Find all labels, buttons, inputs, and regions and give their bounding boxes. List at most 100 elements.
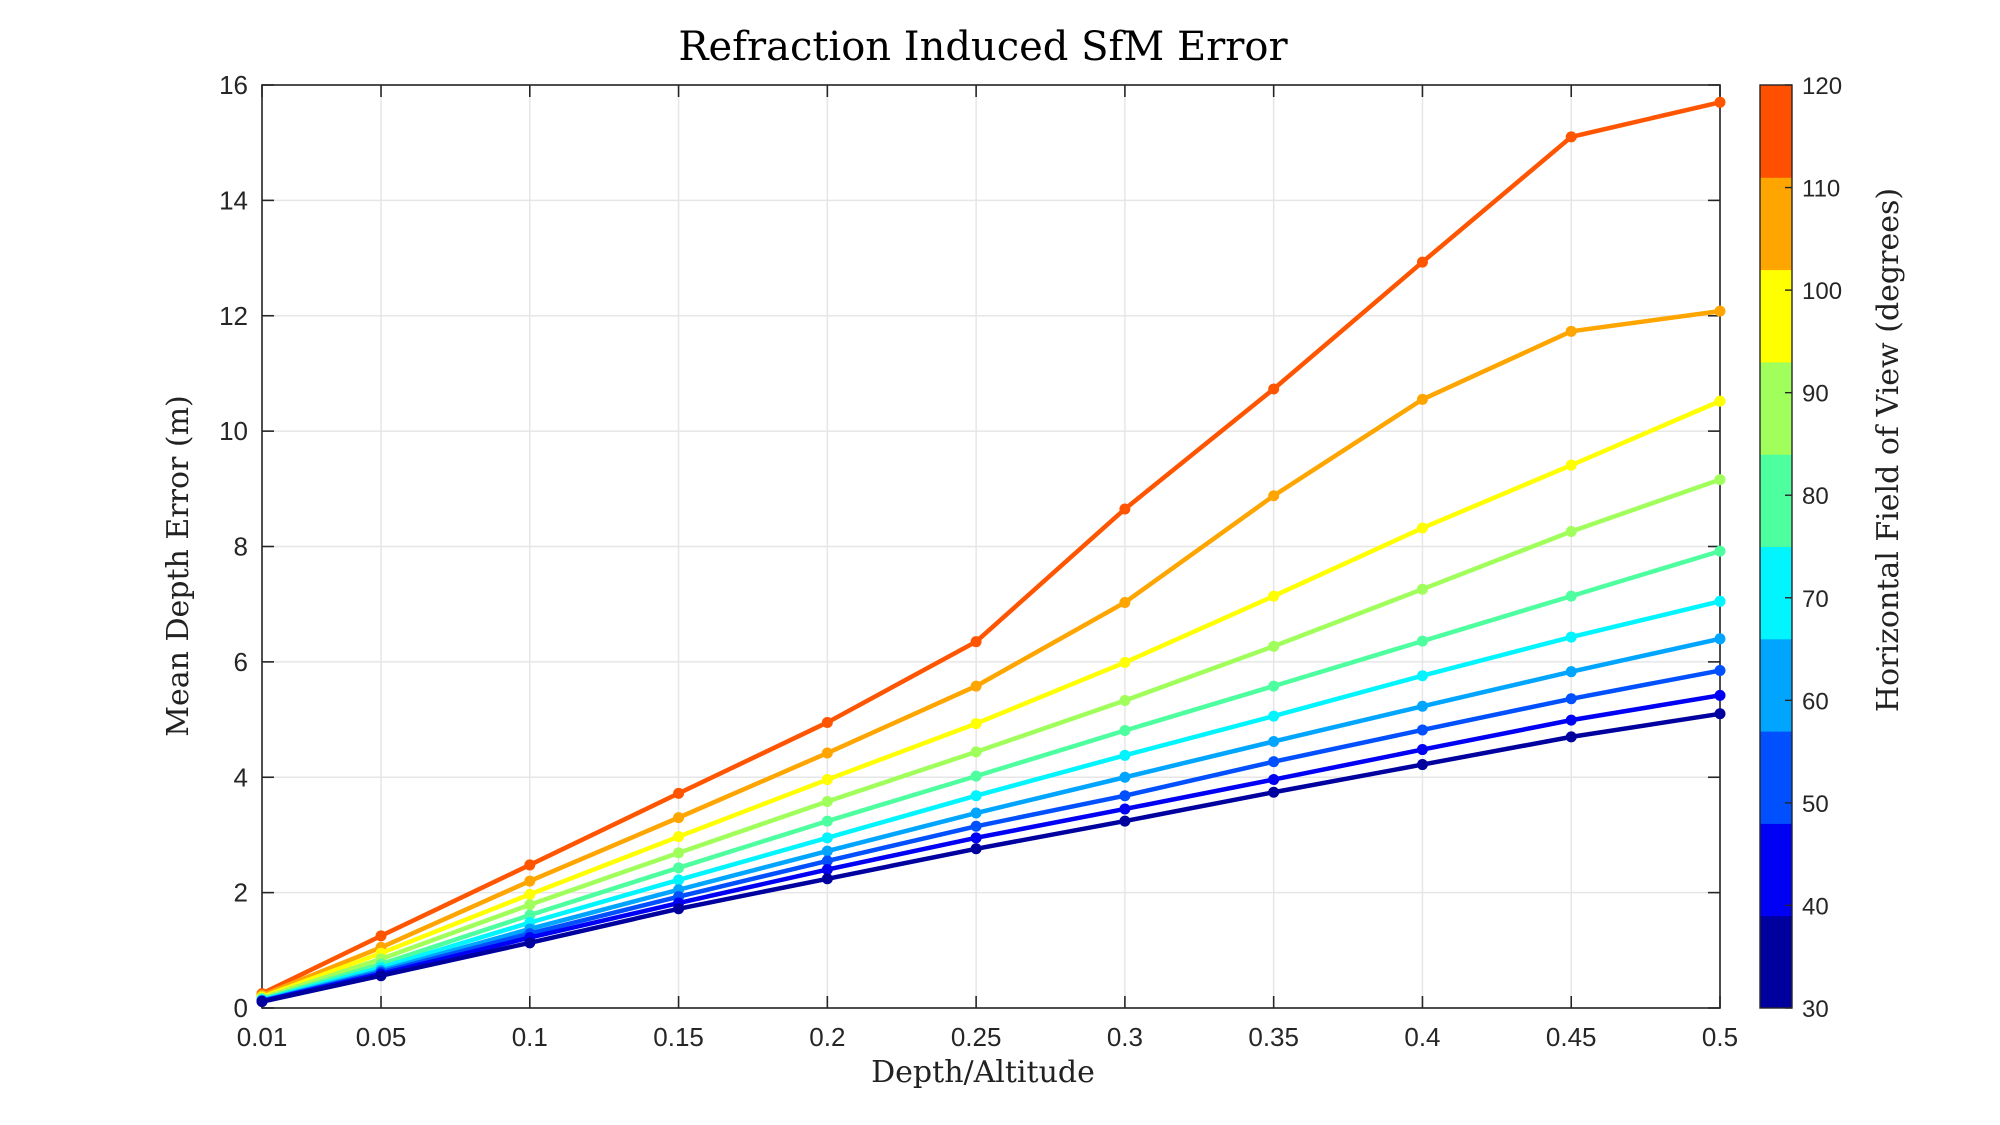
data-point-fov-80 xyxy=(821,815,833,827)
x-tick-label: 0.4 xyxy=(1404,1022,1440,1052)
data-point-fov-120 xyxy=(1119,503,1131,515)
x-tick-label: 0.05 xyxy=(356,1022,407,1052)
data-point-fov-120 xyxy=(1416,256,1428,268)
y-axis-label: Mean Depth Error (m) xyxy=(161,395,196,737)
data-point-fov-110 xyxy=(970,680,982,692)
data-point-fov-70 xyxy=(1416,670,1428,682)
data-point-fov-30 xyxy=(1714,708,1726,720)
data-point-fov-110 xyxy=(673,812,685,824)
y-tick-label: 2 xyxy=(234,878,248,908)
data-point-fov-100 xyxy=(970,718,982,730)
data-point-fov-40 xyxy=(1416,744,1428,756)
data-point-fov-90 xyxy=(970,746,982,758)
x-tick-label: 0.15 xyxy=(653,1022,704,1052)
data-point-fov-70 xyxy=(1565,631,1577,643)
data-point-fov-110 xyxy=(524,875,536,887)
x-tick-label: 0.35 xyxy=(1248,1022,1299,1052)
data-point-fov-120 xyxy=(375,930,387,942)
data-point-fov-30 xyxy=(1119,815,1131,827)
data-point-fov-50 xyxy=(821,855,833,867)
series-group xyxy=(256,96,1726,1008)
data-point-fov-90 xyxy=(1416,583,1428,595)
data-point-fov-70 xyxy=(1119,749,1131,761)
colorbar-band-0 xyxy=(1760,915,1792,1009)
colorbar-band-9 xyxy=(1760,85,1792,178)
data-point-fov-110 xyxy=(1119,596,1131,608)
x-tick-label: 0.2 xyxy=(809,1022,845,1052)
data-point-fov-100 xyxy=(1268,590,1280,602)
colorbar-tick-label: 30 xyxy=(1802,996,1829,1023)
data-point-fov-40 xyxy=(1268,774,1280,786)
colorbar-band-6 xyxy=(1760,361,1792,455)
x-tick-label: 0.45 xyxy=(1546,1022,1597,1052)
data-point-fov-90 xyxy=(1268,640,1280,652)
data-point-fov-110 xyxy=(821,747,833,759)
data-point-fov-30 xyxy=(1268,786,1280,798)
data-point-fov-60 xyxy=(1565,666,1577,678)
data-point-fov-80 xyxy=(970,770,982,782)
data-point-fov-50 xyxy=(1714,665,1726,677)
y-tick-label: 12 xyxy=(219,301,248,331)
grid xyxy=(261,84,1721,1009)
data-point-fov-110 xyxy=(1565,325,1577,337)
data-point-fov-80 xyxy=(1416,635,1428,647)
data-point-fov-100 xyxy=(1119,656,1131,668)
x-tick-label: 0.5 xyxy=(1702,1022,1738,1052)
y-tick-label: 0 xyxy=(234,993,248,1023)
x-tick-label: 0.1 xyxy=(512,1022,548,1052)
data-point-fov-110 xyxy=(1714,305,1726,317)
data-point-fov-50 xyxy=(1565,693,1577,705)
data-point-fov-80 xyxy=(1119,725,1131,737)
series-line-fov-70 xyxy=(259,599,1723,1003)
data-point-fov-40 xyxy=(1119,803,1131,815)
x-tick-label: 0.3 xyxy=(1107,1022,1143,1052)
data-point-fov-60 xyxy=(1268,735,1280,747)
y-tick-label: 14 xyxy=(219,185,248,215)
data-point-fov-70 xyxy=(970,790,982,802)
colorbar-tick-label: 90 xyxy=(1802,381,1829,408)
series-line-fov-90 xyxy=(259,477,1723,1001)
colorbar-tick-label: 100 xyxy=(1802,278,1842,305)
data-point-fov-100 xyxy=(524,888,536,900)
data-point-fov-120 xyxy=(524,859,536,871)
chart-title: Refraction Induced SfM Error xyxy=(678,24,1288,70)
data-point-fov-70 xyxy=(1268,710,1280,722)
data-point-fov-40 xyxy=(970,832,982,844)
data-point-fov-90 xyxy=(524,899,536,911)
colorbar-tick-label: 50 xyxy=(1802,791,1829,818)
x-tick-label: 0.01 xyxy=(237,1022,288,1052)
data-point-fov-120 xyxy=(970,636,982,648)
data-point-fov-50 xyxy=(970,820,982,832)
data-point-fov-50 xyxy=(1416,724,1428,736)
y-tick-label: 6 xyxy=(234,647,248,677)
data-point-fov-30 xyxy=(375,970,387,982)
data-point-fov-60 xyxy=(970,807,982,819)
data-point-fov-120 xyxy=(1714,96,1726,108)
colorbar-band-4 xyxy=(1760,546,1792,640)
data-point-fov-40 xyxy=(821,864,833,876)
data-point-fov-50 xyxy=(1119,790,1131,802)
data-point-fov-30 xyxy=(821,873,833,885)
data-point-fov-60 xyxy=(1714,633,1726,645)
series-line-fov-120 xyxy=(259,100,1723,996)
colorbar-tick-label: 120 xyxy=(1802,73,1842,100)
x-axis-label: Depth/Altitude xyxy=(871,1055,1095,1090)
data-point-fov-80 xyxy=(1565,590,1577,602)
colorbar-tick-label: 40 xyxy=(1802,893,1829,920)
y-tick-label: 16 xyxy=(219,70,248,100)
data-point-fov-120 xyxy=(673,787,685,799)
data-point-fov-70 xyxy=(821,832,833,844)
data-point-fov-30 xyxy=(524,937,536,949)
data-point-fov-30 xyxy=(1416,759,1428,771)
colorbar-tick-label: 60 xyxy=(1802,688,1829,715)
data-point-fov-40 xyxy=(1714,689,1726,701)
data-point-fov-80 xyxy=(1714,545,1726,557)
data-point-fov-70 xyxy=(673,874,685,886)
colorbar-band-8 xyxy=(1760,177,1792,271)
data-point-fov-50 xyxy=(1268,756,1280,768)
y-tick-label: 4 xyxy=(234,762,248,792)
series-line-fov-100 xyxy=(259,398,1723,1000)
data-point-fov-40 xyxy=(1565,714,1577,726)
data-point-fov-100 xyxy=(1714,395,1726,407)
series-line-fov-30 xyxy=(259,711,1723,1004)
